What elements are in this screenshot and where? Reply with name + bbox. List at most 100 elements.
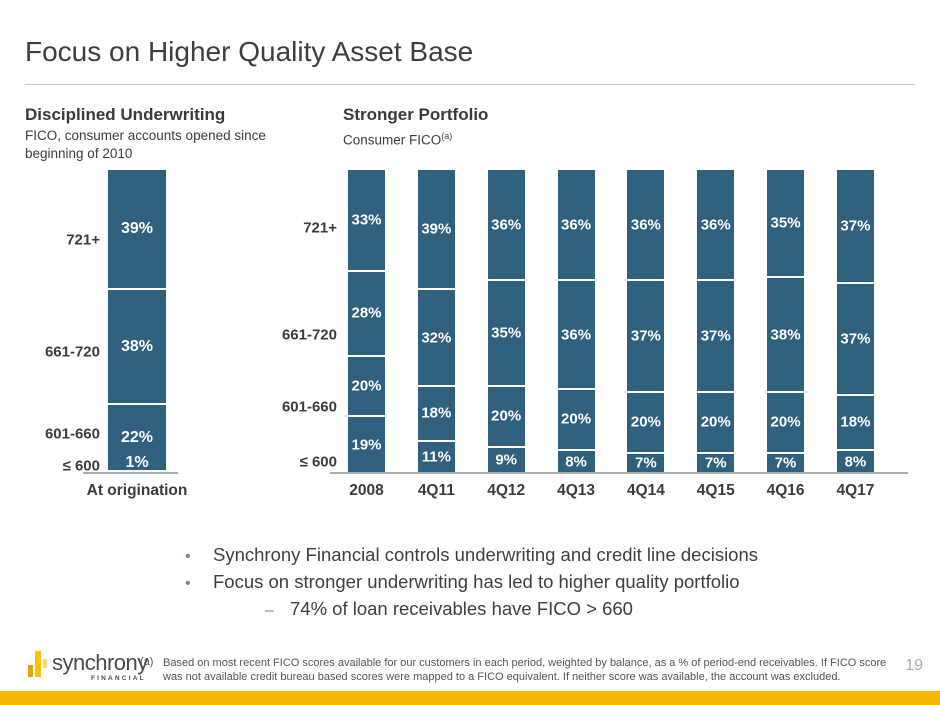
right-chart-heading: Stronger Portfolio xyxy=(343,105,489,124)
x-axis-tick: 4Q12 xyxy=(487,482,526,500)
segment-value: 20% xyxy=(770,413,801,431)
bar-segment: 8% xyxy=(557,448,595,473)
fico-band-label: 601-660 xyxy=(44,425,100,443)
synchrony-bars-icon xyxy=(28,648,47,682)
segment-value: 20% xyxy=(630,413,661,431)
bar-segment: 20% xyxy=(697,391,735,452)
segment-value: 36% xyxy=(700,216,731,234)
segment-value: 19% xyxy=(351,436,382,454)
bar-segment: 19% xyxy=(348,415,385,473)
list-item: • Synchrony Financial controls underwrit… xyxy=(185,544,758,566)
key-points-list: • Synchrony Financial controls underwrit… xyxy=(185,544,758,625)
segment-value: 39% xyxy=(120,220,154,238)
segment-value: 36% xyxy=(561,216,592,234)
bar-segment: 39% xyxy=(417,170,455,289)
x-axis-label: 2008 xyxy=(349,482,384,499)
left-chart-subtitle-line2: beginning of 2010 xyxy=(25,146,133,161)
x-axis-tick: 4Q15 xyxy=(697,482,735,500)
segment-value: 28% xyxy=(351,304,382,322)
logo-bar-tall xyxy=(35,651,41,677)
bar-segment: 36% xyxy=(557,279,595,389)
slide-title: Focus on Higher Quality Asset Base xyxy=(25,36,474,67)
fico-band-label: 601-660 xyxy=(281,398,337,416)
bar-segment: 1% xyxy=(108,454,166,473)
bar-segment: 36% xyxy=(627,170,665,280)
segment-value: 7% xyxy=(704,454,727,472)
fico-band-label: 661-720 xyxy=(44,343,100,361)
segment-value: 39% xyxy=(421,220,452,238)
stacked-bar: 39% 32% 18% 11% xyxy=(417,170,455,473)
bar-segment: 8% xyxy=(836,448,874,473)
bar-segment: 37% xyxy=(627,279,665,392)
list-item-sub: – 74% of loan receivables have FICO > 66… xyxy=(265,598,758,620)
segment-value: 36% xyxy=(561,326,592,344)
segment-value: 18% xyxy=(840,413,871,431)
x-axis-label: 4Q16 xyxy=(766,482,805,499)
bar-segment: 36% xyxy=(557,170,595,280)
origination-stacked-bar-chart: 721+ 661-720 601-660 ≤ 600 39% 38% 22% 1% At o… xyxy=(20,170,205,499)
x-axis-label: 4Q14 xyxy=(626,482,665,499)
left-chart-heading: Disciplined Underwriting xyxy=(25,105,226,124)
stacked-bar: 39% 38% 22% 1% xyxy=(108,170,166,473)
segment-value: 38% xyxy=(120,337,154,355)
bar-segment: 38% xyxy=(108,288,166,404)
bullet-icon: • xyxy=(185,575,191,592)
logo-name: synchrony xyxy=(52,650,148,675)
left-chart-subtitle: FICO, consumer accounts opened since beg… xyxy=(25,127,266,163)
stacked-bar: 36% 37% 20% 7% xyxy=(697,170,735,473)
bar-segment: 22% xyxy=(108,403,166,470)
x-axis-label: 4Q17 xyxy=(836,482,875,499)
footnote-text: Based on most recent FICO scores availab… xyxy=(163,657,887,683)
x-axis-labels: 2008 4Q11 4Q12 4Q13 4Q14 4Q15 4Q16 4Q17 xyxy=(348,482,874,500)
stacked-bar: 37% 37% 18% 8% xyxy=(836,170,874,473)
logo-bar-short xyxy=(28,665,33,677)
fico-band-label: 721+ xyxy=(303,219,337,237)
bar-segment: 32% xyxy=(417,288,455,386)
bar-segment: 7% xyxy=(627,451,665,473)
segment-value: 37% xyxy=(700,327,731,345)
x-axis-tick: 4Q14 xyxy=(626,482,665,500)
segment-value: 18% xyxy=(421,404,452,422)
x-axis-tick: 4Q16 xyxy=(766,482,805,500)
bar-segment: 37% xyxy=(836,282,874,395)
segment-value: 9% xyxy=(495,451,518,469)
bar-segment: 39% xyxy=(108,170,166,289)
page-number: 19 xyxy=(905,657,923,674)
fico-band-label: 661-720 xyxy=(281,326,337,344)
segment-value: 7% xyxy=(635,454,657,472)
x-axis-labels: At origination xyxy=(67,482,207,500)
left-chart-subtitle-line1: FICO, consumer accounts opened since xyxy=(25,128,266,143)
segment-value: 33% xyxy=(351,211,382,229)
stacked-bar: 33% 28% 20% 19% xyxy=(348,170,385,473)
x-axis-label: 4Q13 xyxy=(557,482,595,499)
fico-band-axis: 721+ 661-720 601-660 ≤ 600 xyxy=(20,170,100,474)
segment-value: 22% xyxy=(120,428,154,446)
x-axis-label: 4Q12 xyxy=(487,482,526,499)
bullet-text: Focus on stronger underwriting has led t… xyxy=(213,571,740,592)
segment-value: 11% xyxy=(421,448,451,466)
segment-value: 7% xyxy=(774,454,797,472)
x-axis-label: At origination xyxy=(86,482,188,499)
fico-band-axis: 721+ 661-720 601-660 ≤ 600 xyxy=(282,170,337,473)
bullet-text: Synchrony Financial controls underwritin… xyxy=(213,544,759,565)
title-divider xyxy=(25,84,915,85)
bullet-text: 74% of loan receivables have FICO > 660 xyxy=(290,598,633,619)
segment-value: 20% xyxy=(351,377,382,395)
segment-value: 32% xyxy=(421,329,452,347)
bar-segment: 37% xyxy=(697,279,735,392)
segment-value: 20% xyxy=(561,410,592,428)
bar-segment: 36% xyxy=(487,170,525,280)
segment-value: 20% xyxy=(700,413,731,431)
segment-value: 37% xyxy=(630,327,661,345)
stacked-bar: 35% 38% 20% 7% xyxy=(767,170,805,473)
bar-segment: 36% xyxy=(697,170,735,280)
segment-value: 35% xyxy=(491,324,522,342)
segment-value: 37% xyxy=(840,330,871,348)
stacked-bar: 36% 37% 20% 7% xyxy=(627,170,665,473)
fico-band-label: ≤ 600 xyxy=(299,453,337,471)
logo-wordmark: synchrony FINANCIAL xyxy=(52,650,148,683)
bar-segment: 20% xyxy=(767,391,805,452)
x-axis-baseline xyxy=(83,472,178,474)
footnote-marker: (a) xyxy=(140,656,154,668)
